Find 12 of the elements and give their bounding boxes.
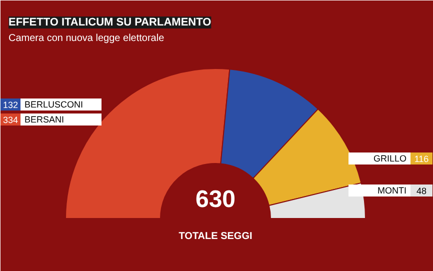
text: 630 xyxy=(195,186,236,213)
legend-label: BERSANI xyxy=(24,114,64,124)
data-label: 116 xyxy=(414,154,429,164)
chart-title: EFFETTO ITALICUM SU PARLAMENTO xyxy=(8,16,212,28)
data-label: 132 xyxy=(2,100,18,110)
slice-label: GRILLO xyxy=(373,154,407,164)
legend-label: BERLUSCONI xyxy=(24,100,84,110)
text: TOTALE SEGGI xyxy=(178,231,252,242)
chart-subtitle: Camera con nuova legge elettorale xyxy=(8,33,165,44)
slice-label: MONTI xyxy=(378,186,407,196)
data-label: 48 xyxy=(416,186,427,196)
data-label: 334 xyxy=(2,115,18,125)
